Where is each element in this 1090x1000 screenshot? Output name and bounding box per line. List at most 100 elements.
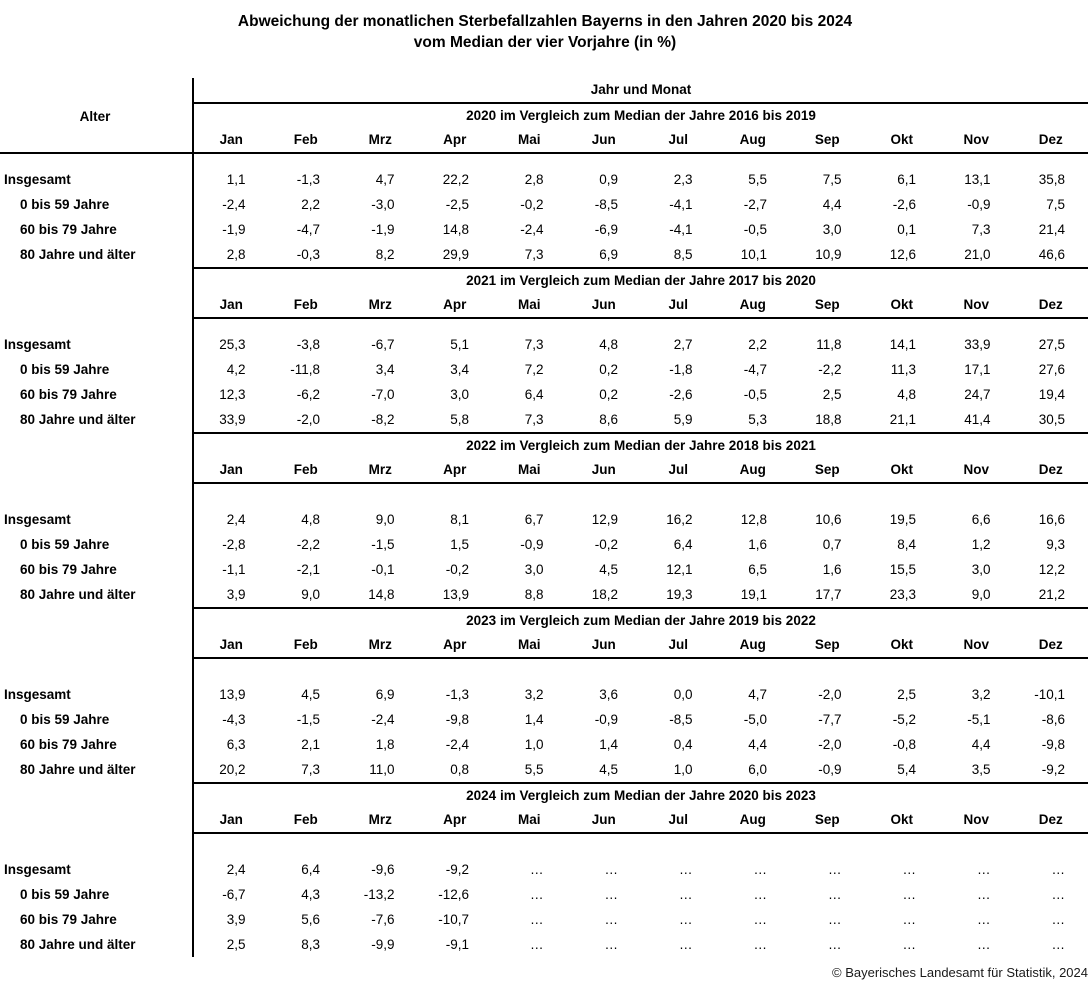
value-cell: …	[977, 937, 991, 952]
month-header-rule	[194, 482, 1088, 484]
value-cell: 11,8	[816, 337, 842, 352]
section-top-rule	[194, 782, 1088, 784]
month-header-aug: Aug	[739, 812, 766, 827]
value-cell: 6,7	[524, 512, 544, 527]
table-row: Insgesamt 25,3 -3,8 -6,7 5,1 7,3 4,8 2,7 2,2 11,8…	[0, 332, 1088, 357]
value-cell: 5,5	[524, 762, 544, 777]
value-cell: 14,8	[368, 587, 395, 602]
row-label: Insgesamt	[4, 337, 71, 352]
value-cell: 3,9	[226, 587, 246, 602]
value-cell: -2,2	[296, 537, 320, 552]
table-row: 60 bis 79 Jahre 6,3 2,1 1,8 -2,4 1,0 1,4 0,4 4,4…	[0, 732, 1088, 757]
month-header-sep: Sep	[814, 297, 840, 312]
value-cell: …	[902, 912, 917, 927]
value-cell: 0,2	[599, 387, 618, 402]
value-cell: -7,6	[371, 912, 395, 927]
row-label: 80 Jahre und älter	[20, 247, 136, 262]
table-row: Insgesamt 2,4 6,4 -9,6 -9,2……………………	[0, 857, 1088, 882]
value-cell: 20,2	[219, 762, 246, 777]
month-header-sep: Sep	[814, 637, 840, 652]
row-label: 60 bis 79 Jahre	[20, 387, 117, 402]
value-cell: 1,6	[822, 562, 842, 577]
row-label: 0 bis 59 Jahre	[20, 537, 110, 552]
month-header-jul: Jul	[668, 132, 688, 147]
table-row: 60 bis 79 Jahre -1,1 -2,1 -0,1 -0,2 3,0 4,5 12,…	[0, 557, 1088, 582]
month-header-mrz: Mrz	[368, 812, 392, 827]
value-cell: …	[604, 862, 619, 877]
table-row: 80 Jahre und älter 2,8 -0,3 8,2 29,9 7,3 6,9 8,…	[0, 242, 1088, 267]
value-cell: …	[604, 912, 619, 927]
month-header-nov: Nov	[963, 812, 989, 827]
row-label: 80 Jahre und älter	[20, 937, 136, 952]
value-cell: -9,1	[445, 937, 469, 952]
year-section-2024: 2024 im Vergleich zum Median der Jahre 2…	[0, 782, 1088, 957]
value-cell: …	[977, 887, 991, 902]
data-rows: Insgesamt 1,1 -1,3 4,7 22,2 2,8 0,9 2,3 5,5 7,5 6,…	[0, 154, 1088, 267]
table-row: 0 bis 59 Jahre -6,7 4,3 -13,2 -12,6……………………	[0, 882, 1088, 907]
value-cell: …	[530, 862, 544, 877]
value-cell: 6,9	[375, 687, 395, 702]
value-cell: -0,5	[743, 387, 767, 402]
value-cell: 6,4	[301, 862, 320, 877]
row-label: 60 bis 79 Jahre	[20, 222, 117, 237]
month-header-mrz: Mrz	[368, 297, 392, 312]
value-cell: -0,2	[520, 197, 544, 212]
month-header-jan: Jan	[219, 637, 243, 652]
value-cell: 16,6	[1038, 512, 1065, 527]
value-cell: 19,3	[666, 587, 693, 602]
value-cell: …	[1051, 912, 1066, 927]
value-cell: 22,2	[442, 172, 469, 187]
value-cell: 5,6	[301, 912, 320, 927]
value-cell: 5,9	[673, 412, 693, 427]
month-header-jun: Jun	[591, 462, 616, 477]
row-label: Insgesamt	[4, 512, 71, 527]
value-cell: 1,4	[524, 712, 544, 727]
year-section-header: 2024 im Vergleich zum Median der Jahre 2…	[466, 788, 816, 803]
value-cell: -9,6	[371, 862, 395, 877]
month-header-feb: Feb	[293, 637, 318, 652]
row-label: Insgesamt	[4, 687, 71, 702]
value-cell: 9,0	[301, 587, 320, 602]
month-header-dez: Dez	[1038, 297, 1063, 312]
value-cell: -4,1	[669, 222, 693, 237]
value-cell: -8,5	[669, 712, 693, 727]
value-cell: 4,5	[599, 762, 618, 777]
month-header-jun: Jun	[591, 637, 616, 652]
value-cell: …	[828, 912, 842, 927]
value-cell: 1,8	[375, 737, 395, 752]
page-title-line2: vom Median der vier Vorjahre (in %)	[413, 34, 677, 51]
row-label: 0 bis 59 Jahre	[20, 712, 110, 727]
value-cell: -2,8	[222, 537, 246, 552]
value-cell: -7,7	[818, 712, 842, 727]
value-cell: 6,1	[897, 172, 916, 187]
value-cell: 8,4	[897, 537, 916, 552]
value-cell: -6,9	[594, 222, 618, 237]
month-header-mai: Mai	[517, 812, 541, 827]
value-cell: 1,4	[599, 737, 618, 752]
month-header-jul: Jul	[668, 637, 688, 652]
value-cell: 1,0	[524, 737, 544, 752]
value-cell: 3,0	[822, 222, 842, 237]
section-top-rule	[194, 432, 1088, 434]
value-cell: 12,1	[666, 562, 693, 577]
value-cell: 3,5	[971, 762, 991, 777]
value-cell: -1,9	[371, 222, 395, 237]
value-cell: 4,7	[375, 172, 395, 187]
year-section-header: 2021 im Vergleich zum Median der Jahre 2…	[466, 273, 816, 288]
row-label: Insgesamt	[4, 862, 71, 877]
value-cell: 0,4	[673, 737, 693, 752]
value-cell: -4,7	[743, 362, 767, 377]
value-cell: …	[679, 887, 693, 902]
value-cell: 2,1	[301, 737, 320, 752]
value-cell: 1,5	[450, 537, 469, 552]
value-cell: 4,8	[897, 387, 916, 402]
value-cell: 5,5	[748, 172, 767, 187]
value-cell: 17,1	[964, 362, 991, 377]
table-vertical-rule	[192, 78, 194, 957]
value-cell: -0,2	[445, 562, 469, 577]
value-cell: 11,0	[369, 762, 395, 777]
value-cell: 0,0	[673, 687, 693, 702]
month-header-jun: Jun	[591, 812, 616, 827]
value-cell: -11,8	[290, 362, 320, 377]
